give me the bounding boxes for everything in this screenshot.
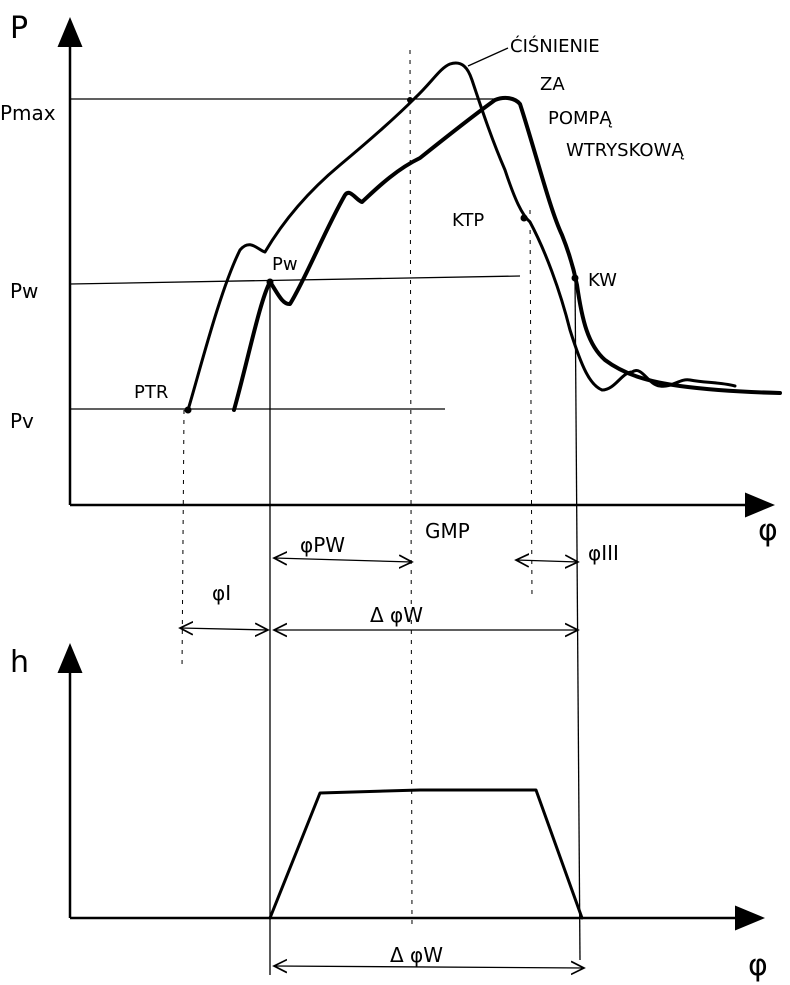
annotation-line-3: POMPĄ [548, 108, 612, 129]
ktp-label: KTP [452, 210, 484, 231]
annotation-line-4: WTRYSKOWĄ [566, 140, 684, 161]
p-axis-label: P [10, 11, 28, 46]
gmp-label: GMP [425, 519, 470, 543]
pw-point [266, 278, 274, 286]
pw-level-label: Pw [10, 279, 38, 303]
phi-i-label: φI [212, 581, 231, 605]
ptr-label: PTR [134, 382, 168, 403]
annotation-line-1: ĆIŚNIENIE [510, 35, 600, 57]
pw-level-line [69, 275, 521, 285]
pump-pressure-curve [186, 61, 737, 412]
pmax-crossing-point [407, 97, 413, 103]
kw-point [571, 274, 579, 282]
needle-lift-curve [268, 788, 584, 920]
annotation-leader [467, 47, 509, 67]
kw-projection [574, 275, 581, 961]
pv-level-label: Pv [10, 409, 34, 433]
phi-iii-arrow [516, 560, 578, 562]
kw-label: KW [588, 270, 617, 291]
top-chart: P φ Pmax Pw Pv PTR Pw KTP KW ĆIŚNIENIE Z… [0, 11, 782, 975]
phi-axis-bottom-label: φ [748, 948, 768, 983]
pmax-label: Pmax [0, 101, 56, 125]
ktp-projection [529, 209, 533, 601]
phi-axis-label: φ [758, 513, 778, 548]
annotation-line-2: ZA [540, 74, 565, 95]
bottom-chart: h φ Δ φW [10, 643, 768, 983]
gmp-line [409, 49, 413, 931]
ptr-projection [181, 409, 185, 671]
delta-phi-w-bottom-label: Δ φW [390, 943, 443, 967]
phi-pw-label: φPW [300, 533, 345, 557]
phi-i-arrow [180, 628, 268, 630]
injector-pressure-curve [232, 95, 782, 412]
phi-pw-arrow [274, 558, 412, 562]
ptr-point [184, 406, 192, 414]
delta-phi-w-top-label: Δ φW [370, 603, 423, 627]
pw-point-label: Pw [272, 254, 298, 275]
ktp-point [520, 214, 528, 222]
delta-phi-w-bottom-arrow [274, 966, 584, 968]
phi-iii-label: φIII [588, 541, 619, 565]
h-axis-label: h [10, 645, 29, 680]
